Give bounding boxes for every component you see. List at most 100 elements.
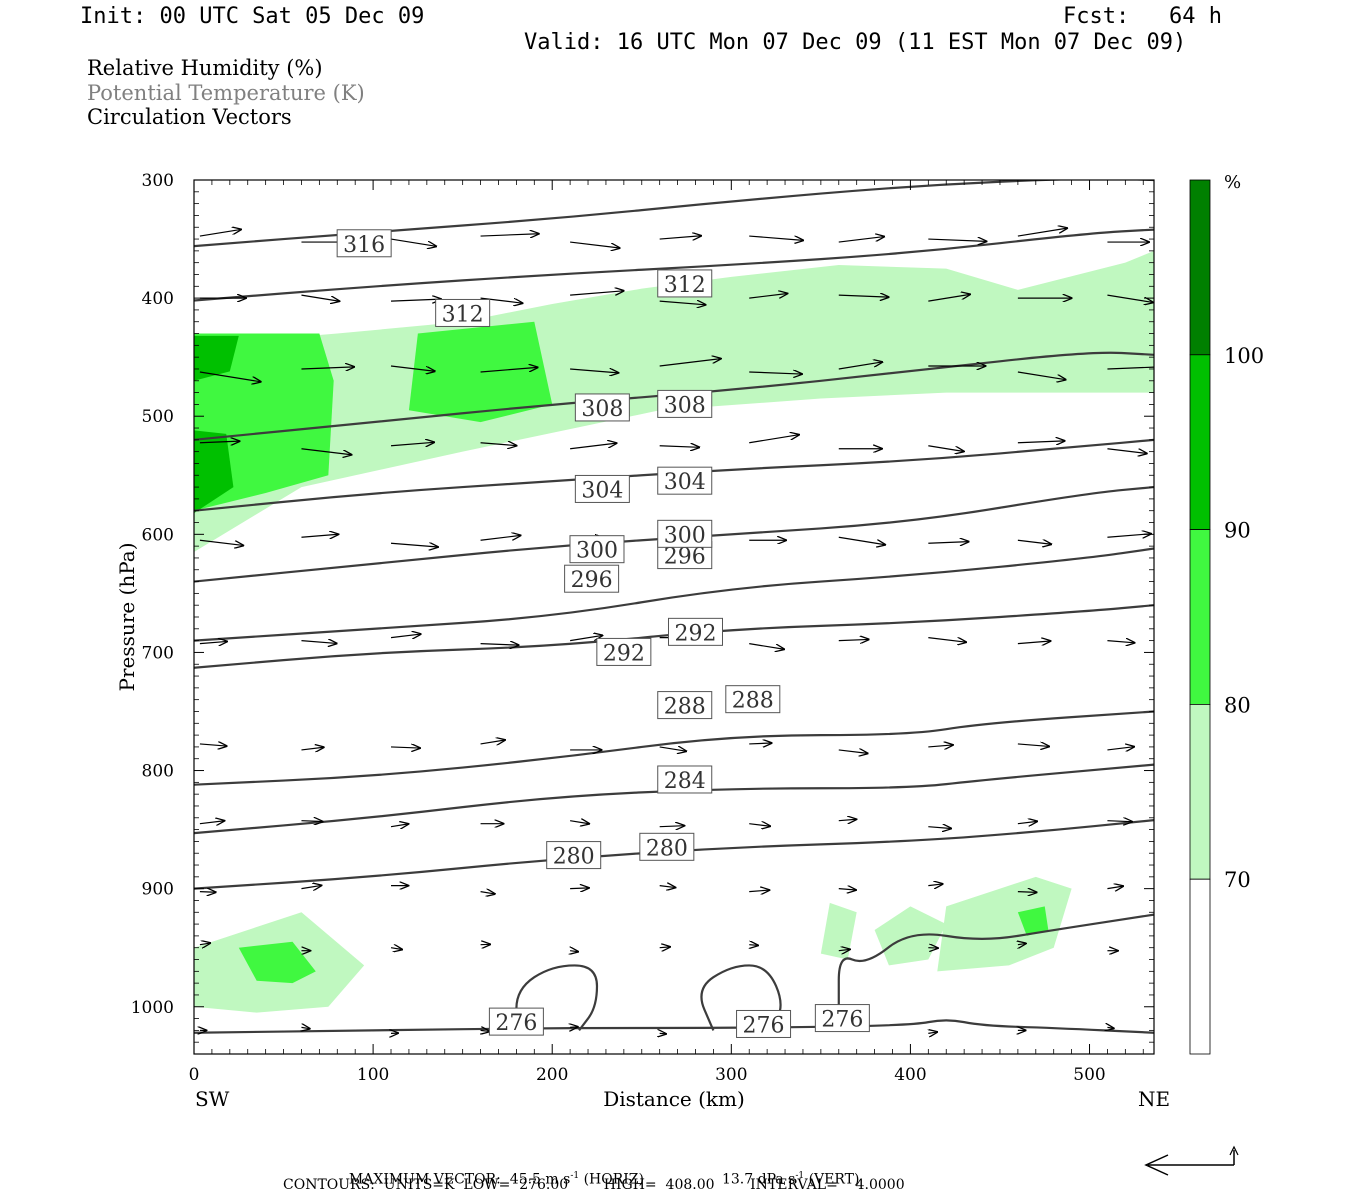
y-tick-label: 500 bbox=[142, 407, 174, 427]
circulation-vector bbox=[390, 747, 420, 748]
y-tick-label: 600 bbox=[142, 525, 174, 545]
contour-label-text: 312 bbox=[442, 302, 484, 327]
contour-label-box bbox=[667, 617, 723, 646]
theta-contour-304 bbox=[194, 438, 1154, 512]
circulation-vector bbox=[659, 446, 700, 448]
contour-label-box bbox=[657, 389, 713, 418]
circulation-vector bbox=[301, 448, 351, 455]
contour-label-box bbox=[657, 519, 713, 548]
contour-label-text: 296 bbox=[664, 545, 706, 570]
contour-label-276: 276 bbox=[488, 1007, 544, 1036]
circulation-vector bbox=[1107, 641, 1134, 643]
circulation-vector bbox=[749, 235, 803, 240]
max-vector-label: MAXIMUM VECTOR: bbox=[348, 1171, 501, 1188]
circulation-vector bbox=[659, 826, 685, 827]
circulation-vector bbox=[199, 371, 261, 382]
circulation-vector bbox=[301, 641, 336, 644]
contour-label-316: 316 bbox=[336, 229, 392, 258]
circulation-vector bbox=[390, 299, 441, 301]
contour-label-text: 300 bbox=[664, 523, 706, 548]
circulation-vector bbox=[390, 634, 421, 638]
contour-label-box bbox=[569, 535, 625, 564]
contours-line: CONTOURS: UNITS=K LOW= 276.00 HIGH= 408.… bbox=[283, 1177, 905, 1193]
contour-label-text: 308 bbox=[581, 397, 623, 422]
circulation-vector bbox=[1017, 892, 1037, 893]
circulation-vector bbox=[199, 441, 240, 443]
circulation-vector bbox=[1107, 886, 1123, 889]
circulation-vector bbox=[480, 535, 521, 541]
circulation-vector bbox=[1017, 821, 1037, 823]
theta-contour-296 bbox=[194, 547, 1154, 642]
contour-label-text: 300 bbox=[576, 539, 618, 564]
contour-label-box bbox=[657, 466, 713, 495]
x-axis-label: Distance (km) bbox=[603, 1087, 745, 1111]
legend-theta: Potential Temperature (K) bbox=[87, 81, 365, 105]
contour-label-box bbox=[596, 637, 652, 666]
contour-label-308: 308 bbox=[574, 393, 630, 422]
theta-contour-300 bbox=[194, 485, 1154, 583]
circulation-vector bbox=[390, 543, 438, 547]
circulation-vector bbox=[1107, 534, 1151, 537]
circulation-vector bbox=[480, 297, 523, 303]
x-tick-label: 400 bbox=[894, 1065, 926, 1085]
rh-region-80 bbox=[238, 941, 316, 984]
contour-label-text: 312 bbox=[664, 273, 706, 298]
contour-label-text: 292 bbox=[674, 621, 716, 646]
rh-region-90 bbox=[194, 335, 239, 381]
circulation-vector bbox=[301, 294, 339, 301]
circulation-vector bbox=[838, 295, 889, 297]
x-tick-label: 200 bbox=[536, 1065, 568, 1085]
circulation-vector bbox=[749, 643, 784, 650]
contour-label-text: 304 bbox=[581, 478, 623, 503]
theta-contour-276 bbox=[837, 913, 1154, 1007]
max-horiz-suffix: (HORIZ) bbox=[579, 1171, 644, 1188]
y-tick-label: 700 bbox=[142, 643, 174, 663]
circulation-vector bbox=[199, 821, 224, 824]
contour-label-288: 288 bbox=[657, 691, 713, 720]
y-tick-label: 300 bbox=[142, 171, 174, 191]
circulation-vector bbox=[659, 747, 687, 751]
contour-label-text: 284 bbox=[664, 769, 706, 794]
x-tick-label: 300 bbox=[715, 1065, 747, 1085]
circulation-vector bbox=[199, 539, 243, 545]
y-axis-label: Pressure (hPa) bbox=[115, 543, 139, 692]
contour-label-300: 300 bbox=[657, 519, 713, 548]
circulation-vector bbox=[749, 890, 769, 892]
theta-contour-284 bbox=[194, 763, 1154, 835]
contour-label-300: 300 bbox=[569, 535, 625, 564]
legend-rh: Relative Humidity (%) bbox=[87, 56, 323, 80]
circulation-vector bbox=[659, 886, 676, 888]
circulation-vector bbox=[928, 445, 964, 452]
contour-label-box bbox=[814, 1004, 870, 1033]
contour-label-box bbox=[488, 1007, 544, 1036]
circulation-vector bbox=[1018, 943, 1026, 944]
circulation-vector bbox=[660, 1033, 666, 1034]
circulation-vector bbox=[928, 542, 968, 544]
colorbar-label: 70 bbox=[1224, 868, 1251, 892]
max-vert-value: 13.7 dPa s bbox=[721, 1171, 796, 1188]
rh-region-80 bbox=[1017, 906, 1049, 936]
vert-exponent: -1 bbox=[795, 1171, 805, 1181]
contour-label-box bbox=[657, 269, 713, 298]
colorbar-label: 100 bbox=[1224, 344, 1264, 368]
contour-label-text: 292 bbox=[603, 641, 645, 666]
x-tick-label: 500 bbox=[1073, 1065, 1105, 1085]
circulation-vector bbox=[1107, 366, 1154, 370]
circulation-vector bbox=[1017, 540, 1051, 544]
circulation-vector bbox=[1017, 371, 1066, 380]
circulation-vector bbox=[480, 234, 539, 236]
circulation-vector bbox=[749, 372, 802, 374]
contour-label-296: 296 bbox=[564, 564, 620, 593]
circulation-vector bbox=[1107, 1027, 1113, 1028]
circulation-vector bbox=[390, 238, 436, 246]
circulation-vector bbox=[838, 889, 856, 890]
circulation-vector bbox=[659, 359, 721, 367]
circulation-vector bbox=[928, 827, 951, 829]
circulation-vector bbox=[838, 536, 885, 544]
theta-contour-288 bbox=[194, 710, 1154, 786]
contour-label-box bbox=[639, 832, 695, 861]
contour-label-276: 276 bbox=[814, 1004, 870, 1033]
circulation-vector bbox=[928, 294, 970, 302]
colorbar-unit: % bbox=[1224, 172, 1241, 193]
